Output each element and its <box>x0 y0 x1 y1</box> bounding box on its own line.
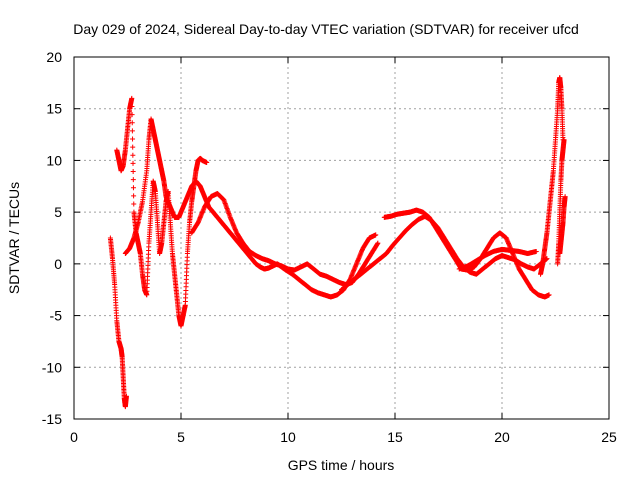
data-point <box>131 201 137 207</box>
data-points <box>107 75 568 410</box>
data-point <box>129 103 135 109</box>
y-axis-label: SDTVAR / TECUs <box>6 182 22 294</box>
y-tick-label: 20 <box>46 49 62 65</box>
data-point <box>204 159 210 165</box>
y-tick-label: -15 <box>42 411 62 427</box>
data-point <box>129 128 135 134</box>
x-axis-label: GPS time / hours <box>288 457 395 473</box>
data-point <box>129 95 135 101</box>
series-prn-d <box>189 191 381 288</box>
data-point <box>130 185 136 191</box>
y-axis: -15 -10 -5 0 5 10 15 20 <box>42 49 609 427</box>
grid-lines <box>74 57 609 419</box>
x-tick-label: 20 <box>494 429 510 445</box>
data-point <box>123 393 129 399</box>
x-tick-label: 5 <box>177 429 185 445</box>
x-tick-label: 15 <box>387 429 403 445</box>
x-tick-label: 0 <box>70 429 78 445</box>
data-point <box>130 177 136 183</box>
data-point <box>130 136 136 142</box>
data-point <box>130 169 136 175</box>
data-point <box>130 144 136 150</box>
data-point <box>373 232 379 238</box>
data-point <box>129 120 135 126</box>
y-tick-label: 0 <box>54 256 62 272</box>
series-prn-c <box>122 116 379 300</box>
y-tick-label: -5 <box>50 308 63 324</box>
y-tick-label: 10 <box>46 152 62 168</box>
plot-frame <box>73 56 610 420</box>
x-tick-label: 10 <box>280 429 296 445</box>
x-tick-label: 25 <box>601 429 617 445</box>
chart-title: Day 029 of 2024, Sidereal Day-to-day VTE… <box>73 21 579 37</box>
y-tick-label: 15 <box>46 101 62 117</box>
data-point <box>130 160 136 166</box>
data-point <box>129 112 135 118</box>
series-prn-a <box>107 235 129 410</box>
series-prn-b <box>114 95 210 329</box>
y-tick-label: -10 <box>42 359 62 375</box>
data-point <box>131 193 137 199</box>
y-tick-label: 5 <box>54 204 62 220</box>
data-point <box>130 152 136 158</box>
